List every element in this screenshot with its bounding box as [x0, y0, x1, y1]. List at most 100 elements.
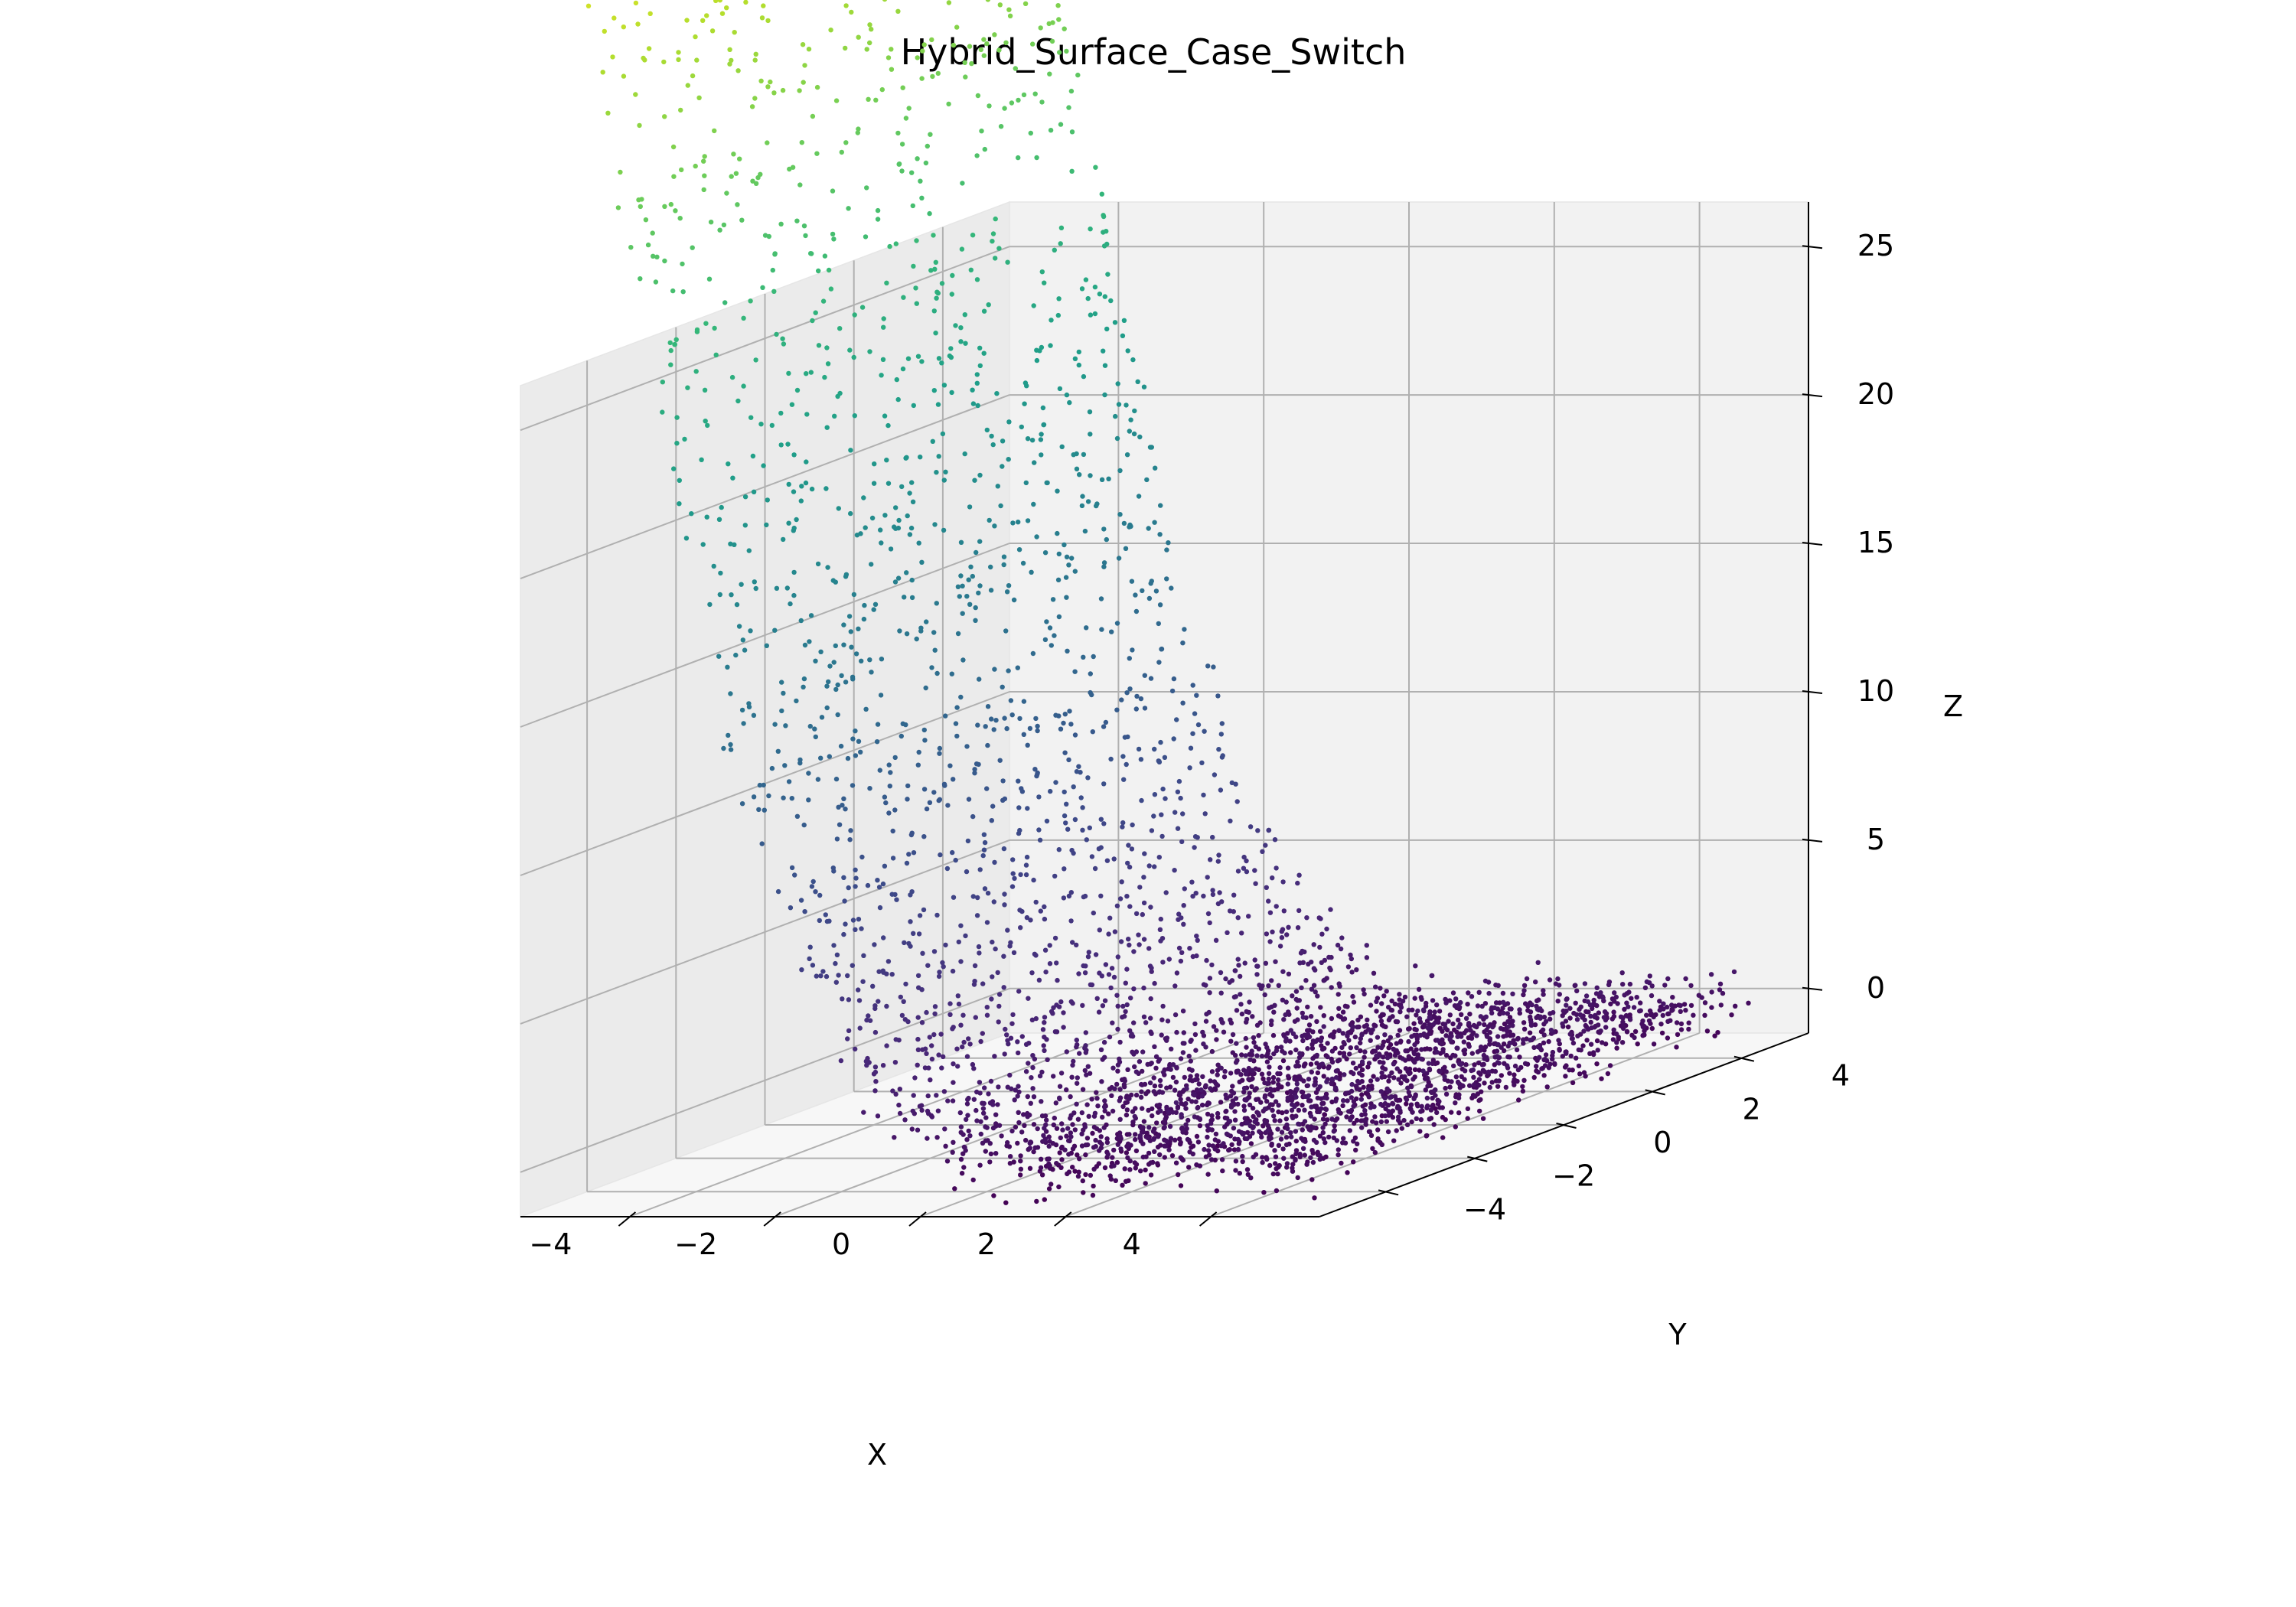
- data-point: [974, 277, 980, 282]
- data-point: [919, 1020, 925, 1025]
- data-point: [1308, 1113, 1314, 1119]
- data-point: [896, 517, 902, 523]
- data-point: [1249, 1048, 1254, 1054]
- data-point: [902, 940, 907, 946]
- data-point: [1281, 1156, 1287, 1161]
- data-point: [804, 459, 809, 464]
- data-point: [1180, 641, 1186, 646]
- data-point: [1127, 1159, 1133, 1164]
- data-point: [961, 1039, 967, 1045]
- data-point: [650, 230, 655, 236]
- data-point: [1505, 1001, 1511, 1006]
- data-point: [1122, 735, 1128, 740]
- data-point: [618, 169, 623, 175]
- data-point: [1042, 550, 1049, 556]
- data-point: [1087, 825, 1093, 831]
- data-point: [1288, 1130, 1293, 1136]
- data-point: [808, 613, 814, 618]
- data-point: [830, 578, 837, 583]
- data-point: [1154, 1120, 1159, 1126]
- data-point: [671, 174, 677, 179]
- data-point: [1088, 312, 1094, 318]
- data-point: [1215, 859, 1221, 864]
- data-point: [1354, 1045, 1359, 1051]
- data-point: [1005, 927, 1010, 933]
- data-point: [1121, 318, 1127, 323]
- data-point: [1381, 1023, 1387, 1029]
- data-point: [807, 639, 812, 644]
- data-point: [1288, 1028, 1294, 1033]
- data-point: [937, 745, 943, 751]
- data-point: [1131, 949, 1137, 954]
- data-point: [1581, 1028, 1587, 1034]
- data-point: [1201, 982, 1207, 987]
- data-point: [1163, 1114, 1169, 1120]
- data-point: [1596, 1022, 1601, 1028]
- data-point: [1506, 1024, 1512, 1029]
- data-point: [1708, 972, 1714, 977]
- data-point: [816, 268, 821, 274]
- data-point: [1124, 403, 1129, 408]
- data-point: [911, 931, 916, 937]
- data-point: [1105, 272, 1110, 277]
- data-point: [881, 970, 886, 975]
- data-point: [638, 204, 643, 210]
- data-point: [1406, 1090, 1412, 1095]
- data-point: [1072, 356, 1078, 361]
- data-point: [1029, 1017, 1035, 1023]
- data-point: [1059, 444, 1065, 449]
- data-point: [1016, 989, 1022, 994]
- data-point: [1472, 1082, 1477, 1087]
- data-point: [1262, 1120, 1268, 1126]
- data-point: [779, 708, 784, 714]
- data-point: [1274, 904, 1279, 909]
- data-point: [1266, 898, 1271, 904]
- data-point: [1460, 1083, 1466, 1089]
- data-point: [1188, 1074, 1193, 1079]
- data-point: [1034, 773, 1039, 779]
- data-point: [882, 863, 888, 869]
- data-point: [884, 280, 889, 285]
- data-point: [897, 1087, 903, 1092]
- data-point: [929, 1043, 934, 1048]
- data-point: [836, 804, 841, 810]
- z-tick-label: 10: [1857, 674, 1894, 708]
- data-point: [954, 1046, 960, 1051]
- y-axis-label: Y: [1668, 1318, 1687, 1351]
- data-point: [1368, 1038, 1373, 1043]
- data-point: [1182, 886, 1188, 892]
- data-point: [982, 146, 988, 152]
- data-point: [1115, 1142, 1121, 1147]
- data-point: [1172, 1137, 1178, 1143]
- data-point: [1536, 997, 1541, 1002]
- data-point: [1447, 1012, 1453, 1018]
- data-point: [1010, 1012, 1016, 1018]
- data-point: [1038, 908, 1044, 914]
- data-point: [1321, 1013, 1327, 1019]
- data-point: [861, 495, 866, 500]
- data-point: [1186, 1117, 1191, 1123]
- data-point: [1092, 1110, 1098, 1116]
- data-point: [1264, 1045, 1270, 1051]
- data-point: [1412, 1059, 1417, 1065]
- data-point: [1019, 1129, 1025, 1135]
- data-point: [1124, 690, 1130, 696]
- data-point: [1035, 723, 1040, 729]
- data-point: [1501, 1048, 1507, 1054]
- data-point: [1169, 1153, 1176, 1159]
- data-point: [1102, 998, 1108, 1003]
- data-point: [1153, 1065, 1159, 1071]
- data-point: [1228, 1104, 1234, 1110]
- data-point: [1603, 1025, 1609, 1030]
- data-point: [1158, 1083, 1163, 1089]
- data-point: [1533, 980, 1538, 985]
- data-point: [1151, 813, 1156, 819]
- data-point: [1136, 494, 1142, 499]
- data-point: [739, 707, 745, 713]
- data-point: [825, 361, 831, 367]
- data-point: [916, 749, 921, 755]
- data-point: [1315, 993, 1320, 999]
- data-point: [1465, 1116, 1470, 1121]
- data-point: [1459, 1034, 1464, 1039]
- data-point: [1408, 1102, 1414, 1107]
